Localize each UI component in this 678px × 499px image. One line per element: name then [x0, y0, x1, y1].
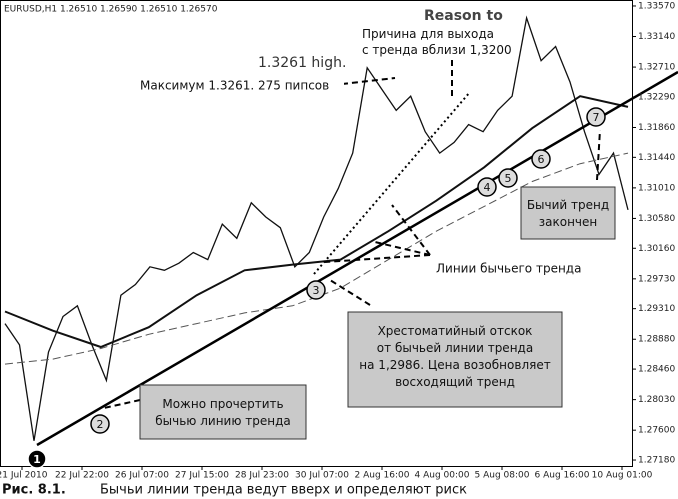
arrows: [103, 60, 601, 409]
annotation: Хрестоматийный отскок от бычьей линии тре…: [359, 324, 550, 389]
y-tick-label: 1.31440: [638, 153, 675, 163]
annotation-box: [347, 311, 563, 408]
y-tick-label: 1.28030: [638, 395, 675, 405]
point-number: 5: [505, 172, 512, 185]
point-number: 1: [33, 453, 41, 466]
caption-label: Рис. 8.1.: [2, 483, 66, 498]
y-tick-label: 1.30160: [638, 244, 675, 254]
y-tick-label: 1.32290: [638, 92, 675, 102]
point-number: 6: [538, 153, 545, 166]
point-marker: [306, 280, 326, 300]
point-marker: [498, 168, 518, 188]
x-tick-label: 30 Jul 07:00: [295, 471, 349, 481]
annotation: Можно прочертить бычью линию тренда: [155, 397, 290, 428]
point-marker: [477, 177, 497, 197]
point-marker: [90, 414, 110, 434]
x-tick-label: 5 Aug 08:00: [475, 471, 530, 481]
point-number: 4: [484, 181, 491, 194]
y-tick-label: 1.33570: [638, 1, 675, 11]
point-number: 7: [593, 111, 600, 124]
x-tick-label: 27 Jul 15:00: [175, 471, 229, 481]
caption: Бычьи линии тренда ведут вверх и определ…: [100, 483, 467, 498]
point-marker: [531, 149, 551, 169]
y-tick-label: 1.29310: [638, 304, 675, 314]
x-tick-label: 10 Aug 01:00: [592, 471, 653, 481]
point-marker: [27, 449, 47, 469]
point-number: 2: [97, 418, 104, 431]
label-bg: [432, 260, 594, 278]
label-bg: [356, 24, 486, 58]
annotation-box: [520, 186, 616, 240]
y-tick-label: 1.27600: [638, 426, 675, 436]
trend-line: [36, 70, 678, 447]
annotation: Reason to: [424, 8, 503, 24]
y-tick-label: 1.33140: [638, 32, 675, 42]
y-tick-label: 1.31860: [638, 123, 675, 133]
x-tick-label: 22 Jul 22:00: [55, 471, 109, 481]
x-tick-label: 6 Aug 16:00: [535, 471, 590, 481]
x-tick-label: 26 Jul 07:00: [115, 471, 169, 481]
x-tick-label: 4 Aug 00:00: [415, 471, 470, 481]
annotation: 1.3261 high.: [258, 55, 346, 71]
price-line: [4, 15, 629, 441]
annotation: Причина для выхода с тренда вблизи 1,3200: [362, 27, 512, 57]
annotation: Линии бычьего тренда: [436, 262, 581, 276]
x-tick-label: 28 Jul 23:00: [235, 471, 289, 481]
chart-title: EURUSD,H1 1.26510 1.26590 1.26510 1.2657…: [4, 5, 218, 15]
price-line: [4, 95, 629, 349]
label-bg: [136, 77, 344, 95]
annotation: Максимум 1.3261. 275 пипсов: [140, 79, 329, 93]
y-tick-label: 1.27180: [638, 456, 675, 466]
label-bg: [418, 6, 498, 24]
x-tick-label: 21 Jul 2010: [0, 471, 48, 481]
y-tick-label: 1.29730: [638, 274, 675, 284]
point-marker: [586, 107, 606, 127]
y-tick-label: 1.30580: [638, 214, 675, 224]
x-tick-label: 2 Aug 16:00: [355, 471, 410, 481]
annotation: Бычий тренд закончен: [527, 198, 609, 229]
point-number: 3: [313, 284, 320, 297]
y-tick-label: 1.32710: [638, 63, 675, 73]
y-tick-label: 1.28460: [638, 365, 675, 375]
y-tick-label: 1.28880: [638, 335, 675, 345]
annotation-box: [139, 384, 307, 440]
y-tick-label: 1.31010: [638, 183, 675, 193]
